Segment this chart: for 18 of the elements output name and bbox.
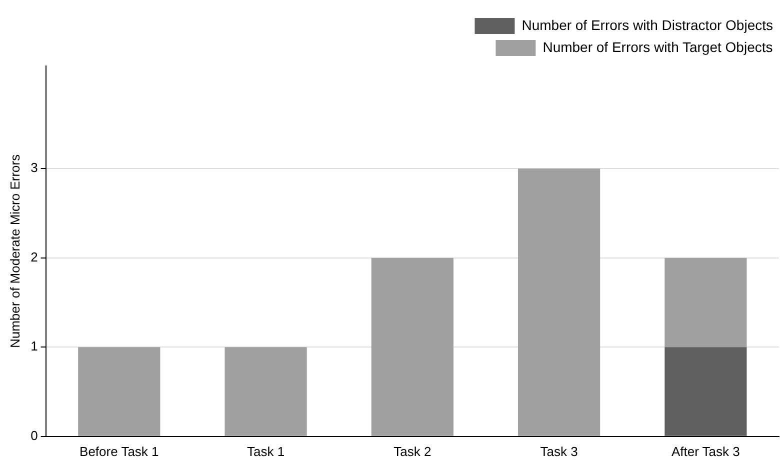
y-tick-label: 1 [30,338,38,354]
y-tick-label: 3 [30,160,38,176]
bar [518,168,600,436]
x-tick-label: Task 2 [394,444,432,459]
y-tick-label: 2 [30,249,38,264]
bar [78,347,160,436]
bar [664,258,747,348]
y-axis-title: Number of Moderate Micro Errors [7,154,22,348]
bar [224,347,307,436]
y-tick-label: 0 [30,428,38,443]
legend-label: Number of Errors with Distractor Objects [522,16,774,33]
x-tick-label: Task 1 [246,444,285,459]
legend-label: Number of Errors with Target Objects [542,38,773,55]
x-tick-label: After Task 3 [671,444,740,459]
x-tick-label: Task 3 [540,444,578,459]
bar [371,258,454,436]
x-tick-label: Before Task 1 [80,444,159,459]
bar [664,347,747,436]
